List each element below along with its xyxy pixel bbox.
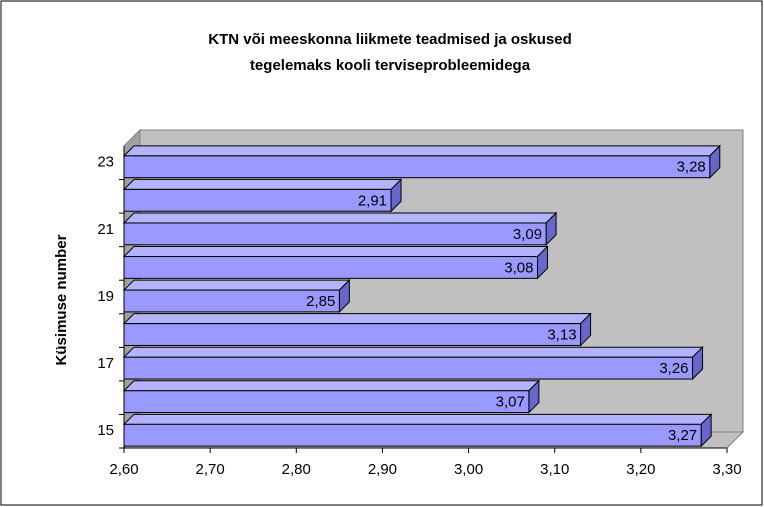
x-tick-label: 3,00 [454,461,483,478]
chart-title: KTN või meeskonna liikmete teadmised ja … [208,31,571,48]
bar [123,323,582,346]
bar [123,423,702,447]
x-tick-label: 2,60 [109,461,138,478]
bar-top [122,145,721,157]
y-tick-label: 19 [97,288,114,305]
x-tick-label: 3,20 [626,461,655,478]
x-tick-label: 2,70 [196,461,225,478]
bar-top [122,346,704,358]
bar-top [122,212,558,224]
bar-top [122,313,592,325]
x-tick-label: 2,80 [282,461,311,478]
chart-title: tegelemaks kooli terviseprobleemidega [250,57,531,74]
bar-top [122,246,549,258]
data-label: 3,26 [659,360,688,377]
bar [123,289,340,313]
y-tick-label: 21 [97,221,114,238]
bar-top [122,380,541,392]
data-label: 3,28 [677,159,706,176]
data-label: 3,09 [513,226,542,243]
x-tick-label: 3,10 [540,461,569,478]
x-tick-label: 2,90 [368,461,397,478]
y-tick-label: 23 [97,154,114,171]
data-label: 2,91 [358,192,387,209]
bar-top [122,279,351,291]
bar [123,155,711,179]
data-label: 3,13 [547,327,576,344]
data-label: 3,07 [496,394,525,411]
bar [123,256,538,279]
bar-top [122,178,403,190]
y-tick-label: 17 [97,355,114,372]
data-label: 3,08 [504,259,533,276]
bar [123,390,530,414]
y-axis-title: Küsimuse number [53,234,70,365]
data-label: 2,85 [306,293,335,310]
x-tick-label: 3,30 [712,461,741,478]
y-tick-label: 15 [97,422,114,439]
bar [123,188,392,212]
bar [123,356,694,380]
data-label: 3,27 [668,427,697,444]
bar [123,222,547,246]
bar-top [122,413,713,425]
